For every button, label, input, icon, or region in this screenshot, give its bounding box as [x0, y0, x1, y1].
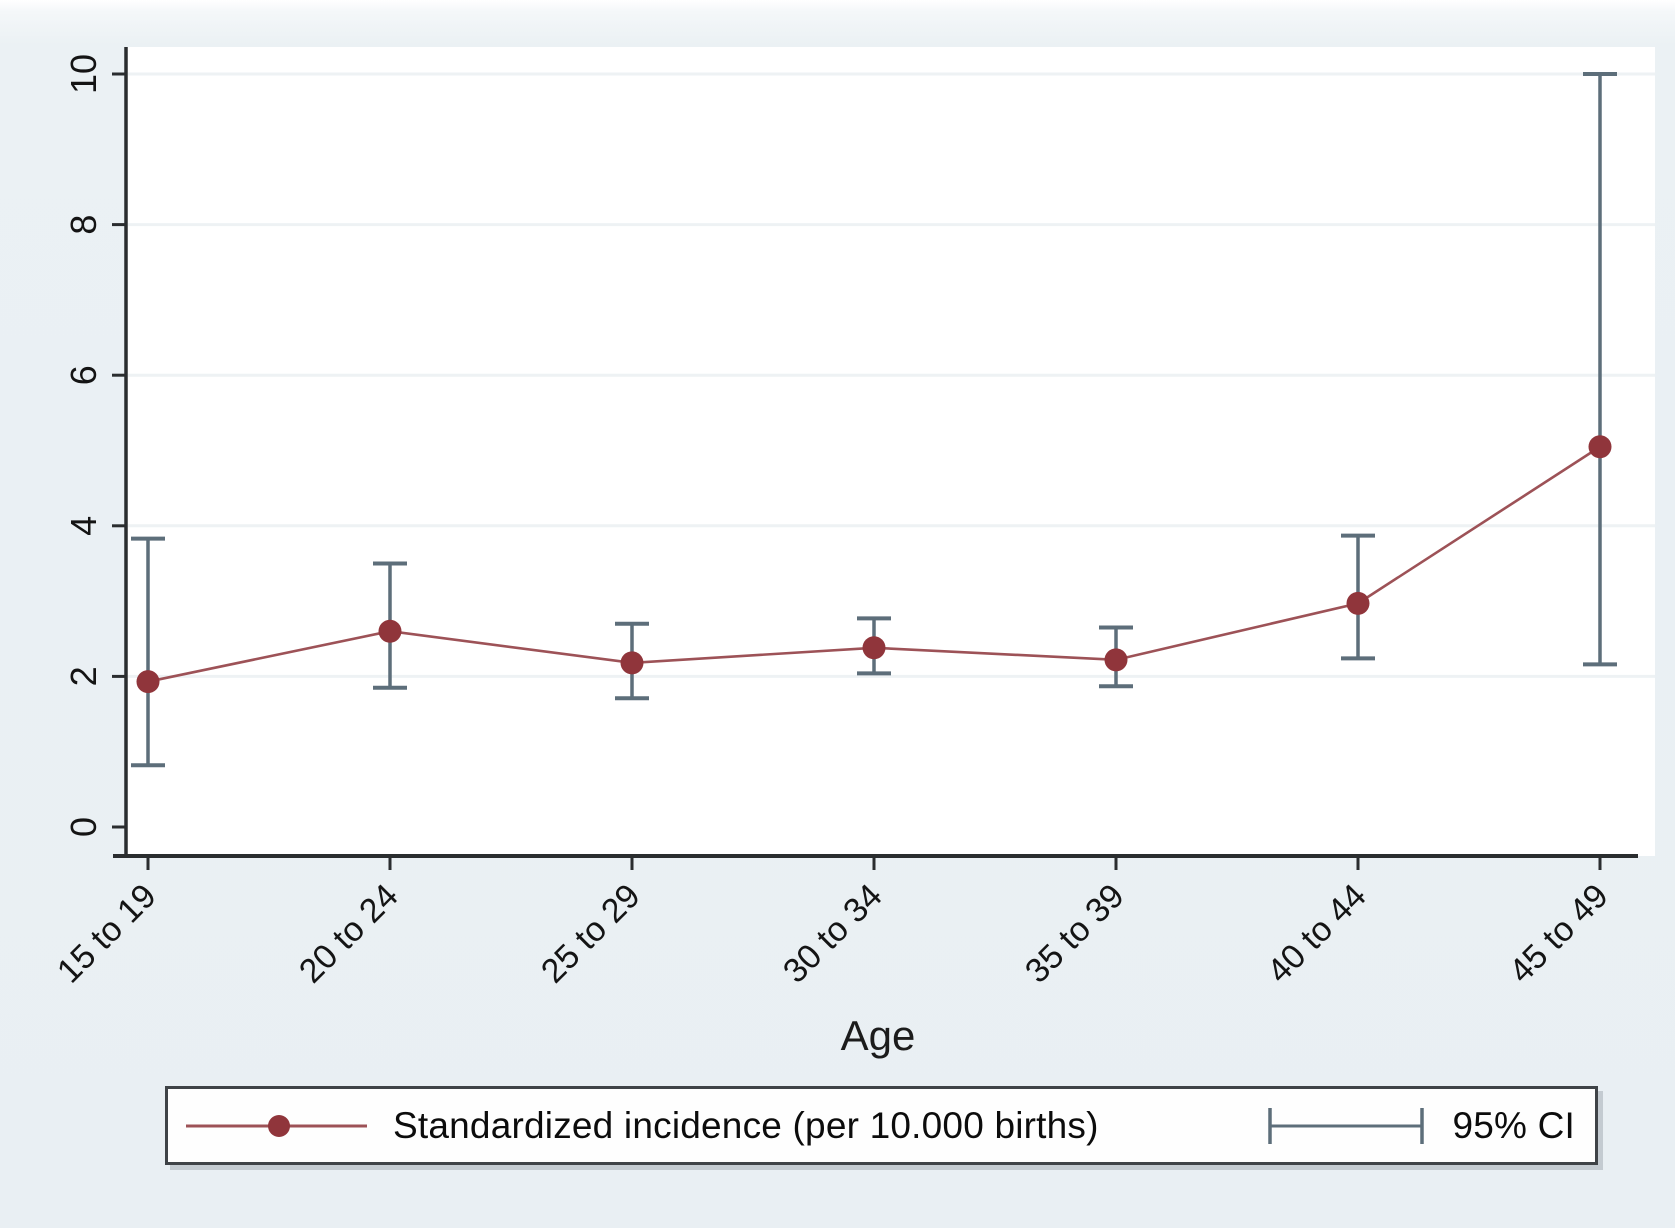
legend: Standardized incidence (per 10.000 birth…: [165, 1086, 1598, 1165]
data-point-45-to-49: [1588, 435, 1612, 459]
data-point-40-to-44: [1346, 591, 1370, 615]
x-tick-label: 20 to 24: [292, 877, 406, 991]
legend-ci-label: 95% CI: [1452, 1104, 1575, 1146]
data-point-30-to-34: [862, 636, 886, 660]
series-line-marker-icon: [186, 1114, 367, 1137]
x-tick-label: 45 to 49: [1502, 877, 1616, 991]
x-tick-label: 40 to 44: [1260, 877, 1374, 991]
x-axis-title: Age: [841, 1012, 916, 1059]
y-tick-label-4: 4: [63, 516, 104, 536]
data-point-15-to-19: [136, 670, 160, 694]
y-tick-label-6: 6: [63, 365, 104, 385]
y-tick-label-0: 0: [63, 817, 104, 837]
y-tick-label-10: 10: [63, 54, 104, 94]
legend-series-label: Standardized incidence (per 10.000 birth…: [393, 1104, 1099, 1146]
x-tick-label: 30 to 34: [776, 877, 890, 991]
data-point-25-to-29: [620, 651, 644, 675]
series-sample-dot: [268, 1114, 290, 1137]
data-point-35-to-39: [1104, 648, 1128, 672]
data-point-20-to-24: [378, 619, 402, 643]
x-tick-label: 25 to 29: [534, 877, 648, 991]
plot-area: [126, 47, 1655, 856]
y-tick-label-8: 8: [63, 215, 104, 235]
x-tick-label: 35 to 39: [1018, 877, 1132, 991]
y-tick-label-2: 2: [63, 666, 104, 686]
x-tick-label: 15 to 19: [50, 877, 164, 991]
ci-whisker-icon: [1268, 1107, 1425, 1144]
